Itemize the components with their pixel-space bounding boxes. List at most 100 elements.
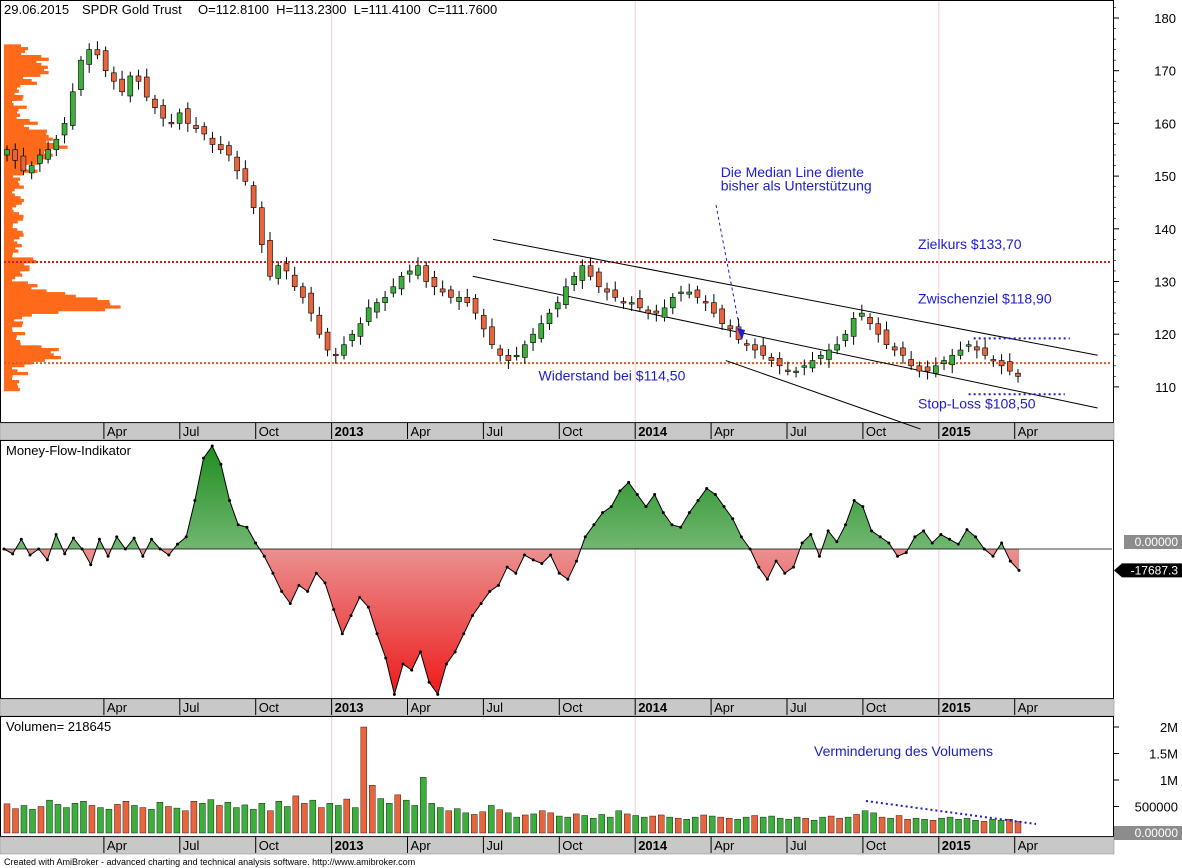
- profile-bin: [4, 196, 21, 200]
- profile-bin: [4, 132, 47, 136]
- mf-point: [939, 532, 943, 536]
- candle-body: [941, 360, 947, 365]
- candle-body: [752, 344, 758, 351]
- volume-bar: [29, 808, 36, 834]
- profile-bin: [4, 358, 45, 362]
- profile-bin: [4, 326, 12, 330]
- volume-bar: [640, 816, 648, 834]
- volume-bar: [258, 803, 266, 834]
- time-label: Apr: [1018, 838, 1039, 853]
- time-label: Jul: [183, 700, 200, 715]
- candle-body: [111, 72, 117, 82]
- mf-point: [705, 486, 709, 490]
- candle-body: [546, 312, 553, 324]
- mf-point: [193, 499, 197, 503]
- volume-bar: [921, 819, 928, 834]
- volume-bar: [148, 808, 155, 834]
- profile-bin: [4, 297, 98, 301]
- volume-bar: [105, 808, 113, 834]
- volume-bar: [3, 803, 11, 834]
- profile-bin: [4, 355, 61, 360]
- mf-point: [739, 535, 743, 539]
- time-label: Oct: [562, 700, 583, 715]
- mf-point: [566, 577, 570, 581]
- candle-body: [382, 297, 388, 303]
- volume-bar: [403, 799, 410, 834]
- mf-point: [852, 499, 856, 503]
- time-label: 2015: [942, 838, 971, 853]
- time-axis-labels: Apr Jul Oct 2013 Apr Jul Oct 2014 Apr Jul Oct 2015 A…: [103, 423, 1039, 853]
- mf-point: [219, 462, 223, 466]
- profile-bin: [4, 342, 21, 346]
- mf-point: [97, 537, 101, 541]
- candle-body: [28, 165, 35, 174]
- volume-bar: [250, 808, 257, 834]
- mf-point: [896, 554, 900, 558]
- profile-bin: [4, 265, 30, 269]
- profile-bin: [4, 308, 106, 312]
- profile-bin: [4, 289, 47, 293]
- mf-point: [679, 525, 683, 529]
- volume-bar: [275, 801, 283, 834]
- candle-body: [259, 207, 265, 245]
- mf-point: [514, 571, 518, 575]
- profile-bin: [4, 182, 20, 187]
- mf-point: [11, 552, 15, 556]
- candle-body: [719, 308, 725, 324]
- profile-bin: [4, 233, 24, 237]
- profile-bin: [4, 116, 17, 120]
- time-label: Jul: [183, 424, 200, 439]
- volume-bar: [284, 806, 291, 834]
- time-label: Oct: [259, 838, 280, 853]
- profile-bin: [4, 166, 26, 171]
- volume-bar: [700, 814, 707, 834]
- mf-point: [835, 540, 839, 544]
- price-tick-label: 160: [1154, 116, 1176, 131]
- mf-point: [687, 511, 691, 515]
- candle-body: [793, 370, 799, 373]
- candle-body: [826, 349, 832, 360]
- price-tick-label: 170: [1154, 64, 1176, 79]
- mf-title: Money-Flow-Indikator: [6, 443, 132, 458]
- candle-body: [102, 50, 109, 71]
- mf-point: [1017, 568, 1021, 572]
- candle-body: [563, 286, 569, 305]
- candle-body: [522, 344, 528, 358]
- mf-point: [774, 559, 778, 563]
- mf-point: [210, 444, 214, 448]
- candle-body: [20, 155, 27, 172]
- profile-bin: [4, 347, 59, 352]
- mf-point: [366, 605, 370, 609]
- volume-bar: [224, 802, 232, 834]
- volume-bar: [454, 808, 461, 834]
- candle-body: [78, 59, 84, 90]
- volume-bar: [887, 817, 894, 834]
- profile-bin: [4, 201, 22, 205]
- mf-point: [696, 499, 700, 503]
- profile-bin: [4, 78, 32, 83]
- mf-point: [106, 554, 110, 558]
- footer-credit: Created with AmiBroker - advanced charti…: [4, 857, 415, 867]
- volume-bar: [462, 812, 469, 834]
- profile-bin: [4, 334, 17, 338]
- profile-bin: [4, 204, 17, 208]
- candle-body: [637, 298, 643, 309]
- candle-body: [480, 314, 487, 330]
- candle-body: [489, 326, 495, 346]
- volume-bar: [657, 814, 665, 834]
- time-label: Oct: [259, 424, 280, 439]
- volume-zero-label: 0.00000: [1135, 826, 1179, 840]
- mf-point: [245, 525, 249, 529]
- mf-point: [158, 547, 162, 551]
- profile-bin: [4, 81, 37, 85]
- candle-body: [324, 331, 331, 351]
- mf-point: [653, 493, 657, 496]
- time-label: 2014: [638, 700, 668, 715]
- volume-bar: [785, 819, 792, 834]
- profile-bin: [4, 262, 25, 267]
- profile-bin: [4, 86, 17, 91]
- volume-bar: [1006, 819, 1013, 834]
- profile-bin: [4, 369, 18, 373]
- mf-point: [496, 583, 500, 587]
- profile-bin: [4, 316, 23, 320]
